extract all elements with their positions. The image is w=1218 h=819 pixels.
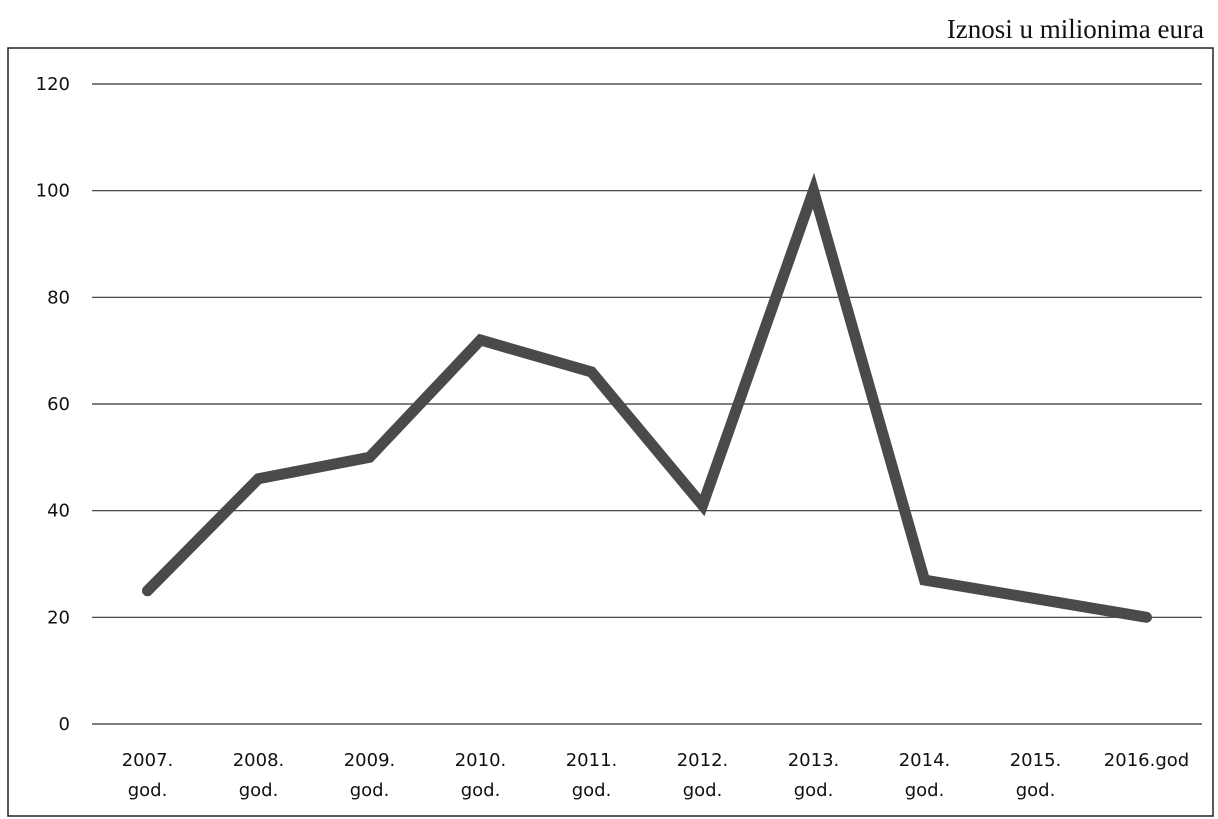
chart-frame (7, 47, 1214, 817)
x-tick-label-line: 2011. (566, 750, 618, 771)
x-tick-label-line: god. (461, 780, 501, 801)
x-tick-label-line: 2015. (1010, 750, 1062, 771)
x-tick-label-line: 2007. (122, 750, 174, 771)
x-tick-label: 2008. god. (233, 750, 285, 801)
x-tick-label-line: 2013. (788, 750, 840, 771)
x-tick-label: 2016.god (1104, 750, 1189, 771)
y-axis-ticks: 0 20 40 60 80 100 120 (36, 74, 70, 735)
x-tick-label: 2015. god. (1010, 750, 1062, 801)
data-point (811, 188, 816, 194)
x-tick-label-line: god. (350, 780, 390, 801)
data-point (589, 369, 594, 375)
x-tick-label: 2010. god. (455, 750, 507, 801)
x-tick-label-line: 2010. (455, 750, 507, 771)
x-tick-label-line: 2016.god (1104, 750, 1189, 771)
series-group (142, 172, 1152, 623)
x-tick-label: 2009. god. (344, 750, 396, 801)
x-tick-label: 2007. god. (122, 750, 174, 801)
data-point (922, 577, 927, 583)
data-point (700, 502, 705, 508)
data-point (145, 588, 150, 594)
x-tick-label-line: god. (794, 780, 834, 801)
y-tick-label: 120 (36, 74, 70, 95)
x-axis-ticks: 2007. god.2008. god.2009. god.2010. god.2011… (122, 750, 1189, 801)
x-tick-label-line: god. (905, 780, 945, 801)
x-tick-label-line: 2009. (344, 750, 396, 771)
x-tick-label-line: god. (239, 780, 279, 801)
data-point (367, 454, 372, 460)
y-tick-label: 60 (47, 394, 70, 415)
y-tick-label: 100 (36, 181, 70, 202)
y-tick-label: 40 (47, 501, 70, 522)
data-point (478, 337, 483, 343)
x-tick-label: 2013. god. (788, 750, 840, 801)
x-tick-label-line: god. (1016, 780, 1056, 801)
unit-label: Iznosi u milionima eura (946, 14, 1204, 44)
data-point (1144, 614, 1149, 620)
x-tick-label: 2012. god. (677, 750, 729, 801)
x-tick-label-line: god. (683, 780, 723, 801)
x-tick-label-line: god. (572, 780, 612, 801)
y-tick-label: 80 (47, 287, 70, 308)
x-tick-label-line: 2008. (233, 750, 285, 771)
x-tick-label-line: 2012. (677, 750, 729, 771)
x-tick-label-line: god. (128, 780, 168, 801)
data-point (256, 476, 261, 482)
x-tick-label: 2011. god. (566, 750, 618, 801)
x-tick-label-line: 2014. (899, 750, 951, 771)
gridlines (92, 83, 1202, 725)
y-tick-label: 20 (47, 607, 70, 628)
x-tick-label: 2014. god. (899, 750, 951, 801)
y-tick-label: 0 (59, 714, 70, 735)
